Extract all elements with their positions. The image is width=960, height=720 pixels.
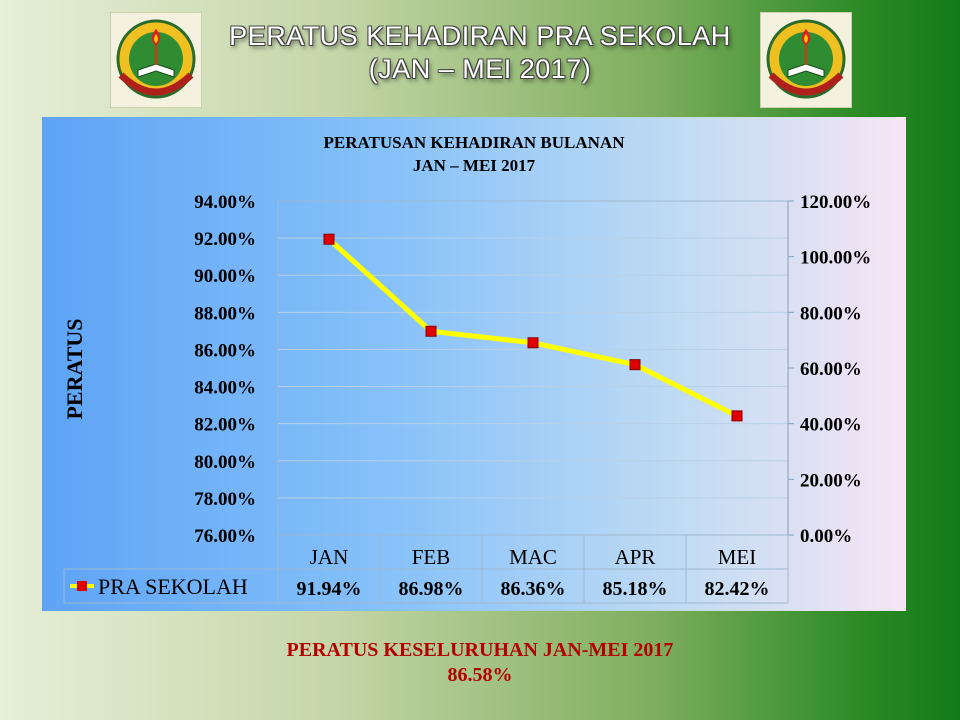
table-value: 85.18%: [603, 578, 668, 600]
x-tick-label: APR: [615, 545, 656, 569]
y2-tick-label: 80.00%: [800, 303, 862, 324]
y-tick-label: 82.00%: [194, 415, 256, 436]
slide-title-line2: (JAN – MEI 2017): [368, 54, 592, 84]
y-tick-label: 84.00%: [194, 378, 256, 399]
data-point: [425, 325, 437, 337]
slide-title-line1: PERATUS KEHADIRAN PRA SEKOLAH: [229, 21, 731, 51]
y-axis-title: PERATUS: [62, 318, 87, 419]
data-point: [527, 337, 539, 349]
y2-tick-label: 120.00%: [800, 192, 871, 213]
summary-label: PERATUS KESELURUHAN JAN-MEI 2017: [286, 639, 674, 661]
y-tick-label: 90.00%: [194, 266, 256, 287]
school-logo-left: [110, 12, 202, 108]
y-tick-label: 76.00%: [194, 526, 256, 547]
chart-subtitle: JAN – MEI 2017: [412, 156, 536, 175]
chart-title-block: PERATUSAN KEHADIRAN BULANAN JAN – MEI 20…: [42, 131, 906, 177]
y-tick-label: 80.00%: [194, 452, 256, 473]
slide-title: PERATUS KEHADIRAN PRA SEKOLAH (JAN – MEI…: [0, 20, 960, 86]
x-tick-label: MEI: [718, 545, 757, 569]
legend-series-name: PRA SEKOLAH: [98, 574, 248, 599]
data-point: [629, 359, 641, 371]
y2-tick-label: 100.00%: [800, 248, 871, 269]
y2-tick-label: 0.00%: [800, 526, 852, 547]
table-value: 86.36%: [501, 578, 566, 600]
y-tick-label: 92.00%: [194, 229, 256, 250]
chart-plot: 94.00% 92.00% 90.00% 88.00% 86.00% 84.00% 82.0…: [62, 192, 871, 604]
chart-title: PERATUSAN KEHADIRAN BULANAN: [323, 133, 625, 152]
data-point: [323, 233, 335, 245]
x-tick-label: MAC: [509, 545, 557, 569]
y-tick-label: 94.00%: [194, 192, 256, 213]
y-tick-label: 86.00%: [194, 340, 256, 361]
y-tick-label: 88.00%: [194, 303, 256, 324]
data-point: [731, 410, 743, 422]
y-tick-label: 78.00%: [194, 489, 256, 510]
series-line-pra-sekolah: [327, 237, 739, 419]
table-value: 86.98%: [399, 578, 464, 600]
school-crest-icon: [766, 19, 846, 99]
overall-summary: PERATUS KESELURUHAN JAN-MEI 2017 86.58%: [0, 638, 960, 688]
y2-tick-label: 40.00%: [800, 415, 862, 436]
plot-border: [277, 200, 789, 536]
x-tick-label: JAN: [310, 545, 349, 569]
summary-value: 86.58%: [447, 664, 513, 686]
y2-tick-label: 20.00%: [800, 470, 862, 491]
legend-marker-key: [77, 581, 87, 591]
chart-panel: PERATUSAN KEHADIRAN BULANAN JAN – MEI 20…: [42, 117, 906, 611]
school-logo-right: [760, 12, 852, 108]
table-value: 82.42%: [705, 578, 770, 600]
y2-tick-label: 60.00%: [800, 359, 862, 380]
table-value: 91.94%: [297, 578, 362, 600]
x-tick-label: FEB: [412, 545, 451, 569]
school-crest-icon: [116, 19, 196, 99]
